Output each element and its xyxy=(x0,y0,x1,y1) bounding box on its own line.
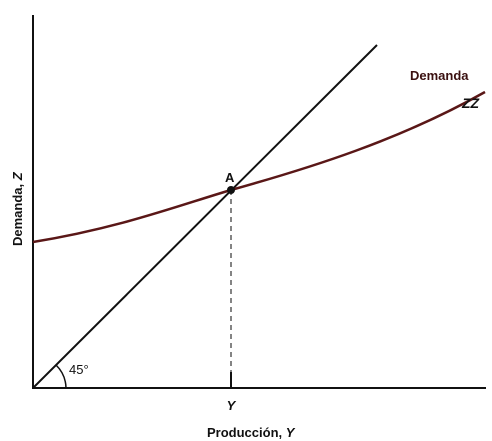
x-axis-label: Producción, Y xyxy=(207,425,296,440)
curve-name: Demanda xyxy=(410,68,469,83)
angle-label: 45° xyxy=(69,362,89,377)
x-axis-text: Producción, xyxy=(207,425,282,440)
line-45 xyxy=(32,44,378,389)
point-a xyxy=(227,186,235,194)
demand-curve xyxy=(32,90,486,244)
y-axis-label: Demanda, Z xyxy=(10,171,25,246)
curve-symbol: ZZ xyxy=(461,95,480,111)
x-tick-label: Y xyxy=(227,398,237,413)
point-label: A xyxy=(225,170,235,185)
x-axis-symbol: Y xyxy=(286,425,296,440)
angle-arc xyxy=(55,364,67,389)
y-axis-text: Demanda, xyxy=(10,184,25,246)
y-axis-symbol: Z xyxy=(10,171,25,181)
